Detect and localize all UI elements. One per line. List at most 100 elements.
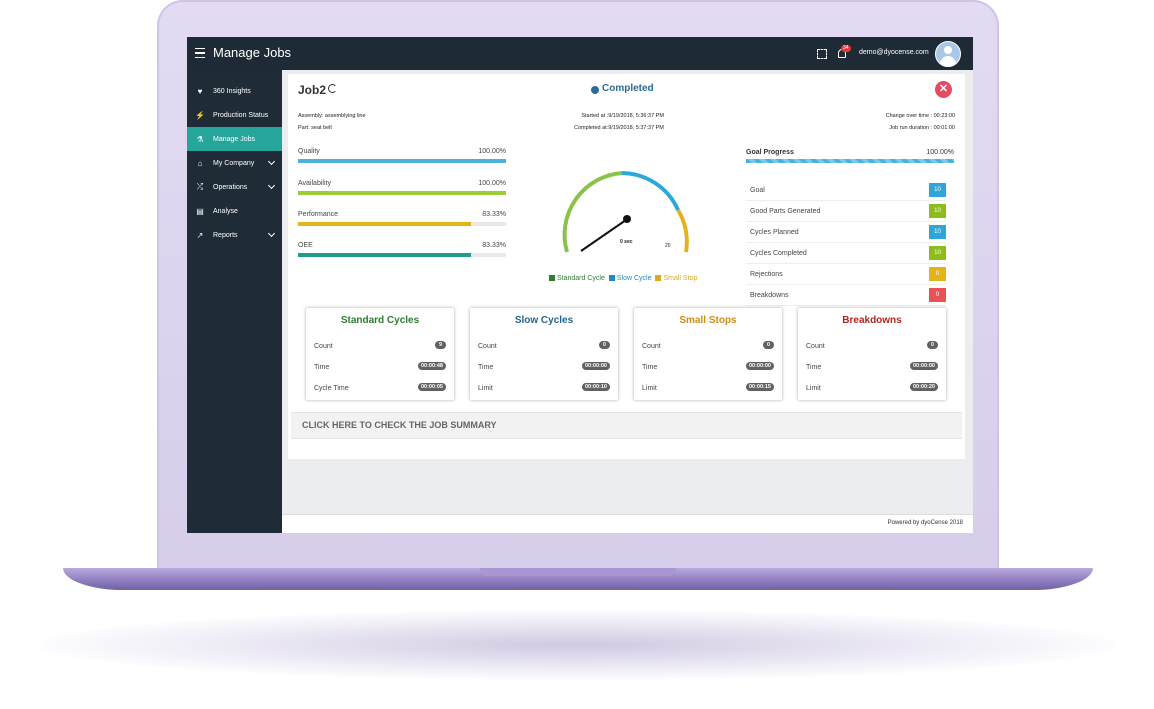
- menu-icon[interactable]: [195, 48, 205, 58]
- run-duration-text: Job run duration : 00:01:00: [889, 125, 955, 131]
- sidebar-item-label: Operations: [213, 183, 248, 191]
- card-row-value: 9: [435, 341, 446, 349]
- metric-value: 83.33%: [482, 242, 506, 249]
- sidebar-item-analyse[interactable]: ▤ Analyse: [187, 199, 282, 223]
- heart-icon: ♥: [197, 86, 203, 96]
- count-row: Breakdowns 0: [746, 285, 946, 306]
- card-slow-cycles: Slow Cycles Count 0 Time 00:00:00 Limit 00:00:…: [470, 308, 618, 400]
- close-button[interactable]: ✕: [935, 81, 952, 98]
- laptop-shadow: [40, 610, 1114, 680]
- sidebar-item-operations[interactable]: ⤮ Operations: [187, 175, 282, 199]
- gauge-arc-stop: [676, 208, 689, 253]
- avatar[interactable]: [935, 41, 961, 67]
- chart-line-icon: ↗: [196, 230, 204, 240]
- legend-item: Slow Cycle: [608, 275, 652, 282]
- legend-swatch: [655, 275, 662, 281]
- job-status: Completed: [602, 83, 654, 94]
- gauge-needle: [580, 219, 627, 252]
- metric-label: Availability: [298, 180, 331, 187]
- sidebar-item-production-status[interactable]: ⚡ Production Status: [187, 103, 282, 127]
- card-row-value: 00:00:00: [909, 362, 938, 370]
- sidebar-item-reports[interactable]: ↗ Reports: [187, 223, 282, 247]
- user-email[interactable]: demo@dyocense.com: [859, 49, 929, 56]
- card-row-value: 00:00:00: [581, 362, 610, 370]
- card-row: Time 00:00:48: [314, 362, 446, 371]
- footer: Powered by dyoCense 2018: [282, 514, 973, 533]
- fullscreen-icon[interactable]: [817, 49, 827, 59]
- started-text: Started at :9/19/2018, 5:36:37 PM: [581, 113, 664, 119]
- chevron-down-icon: [267, 157, 276, 166]
- gauge-arc-slow: [621, 171, 680, 211]
- card-row: Time 00:00:00: [478, 362, 610, 371]
- metric-oee: OEE 83.33%: [298, 242, 506, 257]
- card-row-label: Time: [478, 364, 494, 371]
- sidebar-item-360-insights[interactable]: ♥ 360 Insights: [187, 79, 282, 103]
- card-row: Time 00:00:00: [806, 362, 938, 371]
- card-row-value: 00:00:15: [745, 383, 774, 391]
- metric-bar-fill: [298, 159, 506, 163]
- gauge-max-label: 20: [665, 243, 671, 249]
- job-summary-link[interactable]: CLICK HERE TO CHECK THE JOB SUMMARY: [291, 412, 962, 439]
- metric-bar: [298, 253, 506, 257]
- card-row: Count 0: [642, 341, 774, 350]
- count-badge: 10: [929, 246, 946, 260]
- notification-badge: 34: [841, 45, 851, 52]
- count-badge: 10: [929, 204, 946, 218]
- card-row: Cycle Time 00:00:05: [314, 383, 446, 392]
- job-summary-link-text: CLICK HERE TO CHECK THE JOB SUMMARY: [302, 420, 497, 430]
- metric-availability: Availability 100.00%: [298, 180, 506, 195]
- sidebar-item-label: My Company: [213, 159, 255, 167]
- card-row-value: 00:00:00: [745, 362, 774, 370]
- metric-label: Performance: [298, 211, 339, 218]
- metric-value: 100.00%: [478, 148, 506, 155]
- sidebar-item-manage-jobs[interactable]: ⚗ Manage Jobs: [187, 127, 282, 151]
- count-badge: 10: [929, 225, 946, 239]
- legend-label: Slow Cycle: [616, 275, 652, 282]
- metric-bar: [298, 222, 506, 226]
- count-row: Good Parts Generated 10: [746, 201, 946, 222]
- metric-performance: Performance 83.33%: [298, 211, 506, 226]
- card-row: Time 00:00:00: [642, 362, 774, 371]
- job-meta-left: Assembly: assemblying line Part: seat be…: [298, 110, 366, 134]
- metric-bar-fill: [298, 191, 506, 195]
- refresh-icon[interactable]: [328, 84, 337, 93]
- metric-bar: [298, 159, 506, 163]
- app-screen: Manage Jobs 34 demo@dyocense.com ♥ 360 In…: [187, 37, 973, 533]
- legend-item: Standard Cycle: [549, 275, 605, 282]
- metric-value: 100.00%: [478, 180, 506, 187]
- job-panel: Job2 Completed ✕ Assembly: assemblying l…: [288, 74, 965, 459]
- card-row: Limit 00:00:10: [478, 383, 610, 392]
- status-dot-icon: [591, 86, 599, 94]
- job-meta-right: Change over time : 00:23:00 Job run dura…: [886, 110, 955, 134]
- home-icon: ⌂: [197, 158, 203, 168]
- gauge-legend: Standard Cycle Slow Cycle Small Stop: [549, 275, 697, 282]
- sidebar-item-my-company[interactable]: ⌂ My Company: [187, 151, 282, 175]
- metric-label: Quality: [298, 148, 320, 155]
- card-row-value: 00:00:48: [417, 362, 446, 370]
- count-row: Rejections 0: [746, 264, 946, 285]
- card-row: Count 0: [806, 341, 938, 350]
- metric-bar-fill: [298, 253, 472, 257]
- card-row-label: Count: [806, 343, 825, 350]
- laptop-base: [63, 568, 1093, 590]
- top-bar: Manage Jobs 34 demo@dyocense.com: [187, 37, 973, 70]
- metric-quality: Quality 100.00%: [298, 148, 506, 163]
- sidebar-item-label: Analyse: [213, 207, 238, 215]
- sidebar-item-label: Reports: [213, 231, 238, 239]
- count-badge: 0: [929, 288, 946, 302]
- goal-progress: Goal Progress 100.00%: [746, 149, 954, 163]
- card-row-label: Count: [314, 343, 333, 350]
- card-row: Limit 00:00:15: [642, 383, 774, 392]
- card-row-label: Count: [642, 343, 661, 350]
- card-row-label: Count: [478, 343, 497, 350]
- count-label: Cycles Completed: [750, 249, 807, 257]
- card-row-value: 0: [763, 341, 774, 349]
- card-row-value: 00:00:20: [909, 383, 938, 391]
- card-standard-cycles: Standard Cycles Count 9 Time 00:00:48 Cycle T…: [306, 308, 454, 400]
- cycle-gauge: 0 sec 20: [562, 171, 689, 253]
- completed-text: Completed at:9/19/2018, 5:37:37 PM: [574, 125, 664, 131]
- card-row-label: Limit: [642, 385, 657, 392]
- legend-item: Small Stop: [655, 275, 697, 282]
- card-breakdowns: Breakdowns Count 0 Time 00:00:00 Limit 00:00:2…: [798, 308, 946, 400]
- goal-progress-bar: [746, 159, 954, 163]
